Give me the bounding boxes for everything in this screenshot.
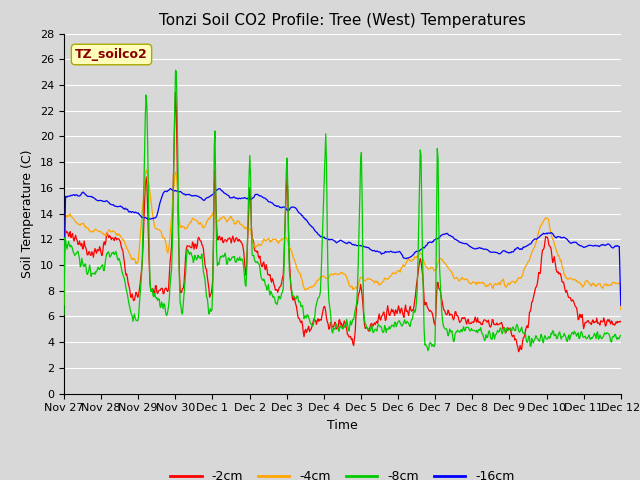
Text: TZ_soilco2: TZ_soilco2 (75, 48, 148, 61)
Legend: -2cm, -4cm, -8cm, -16cm: -2cm, -4cm, -8cm, -16cm (165, 465, 520, 480)
Y-axis label: Soil Temperature (C): Soil Temperature (C) (22, 149, 35, 278)
X-axis label: Time: Time (327, 419, 358, 432)
Title: Tonzi Soil CO2 Profile: Tree (West) Temperatures: Tonzi Soil CO2 Profile: Tree (West) Temp… (159, 13, 526, 28)
